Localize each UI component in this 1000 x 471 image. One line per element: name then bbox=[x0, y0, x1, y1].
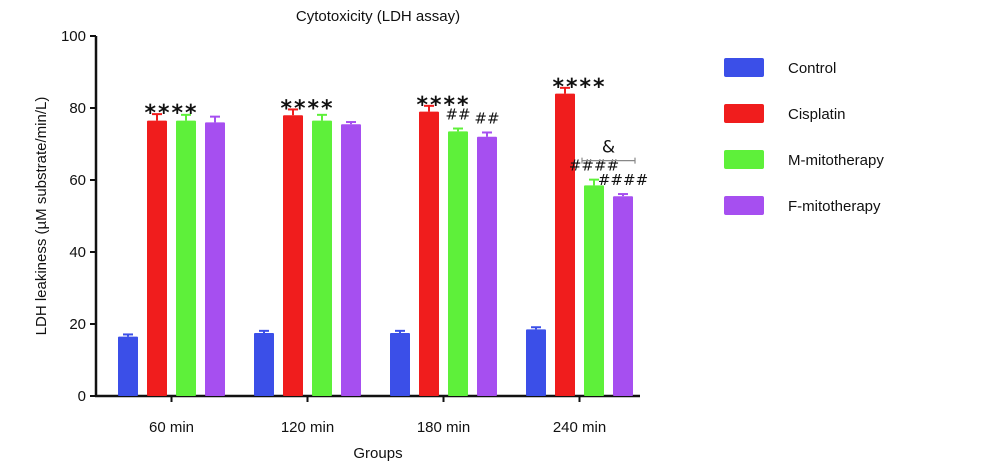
bar bbox=[477, 136, 497, 397]
bar bbox=[526, 329, 546, 396]
x-tick-label: 120 min bbox=[281, 419, 334, 436]
x-axis-title: Groups bbox=[353, 445, 402, 462]
significance-annotation: ## bbox=[474, 109, 499, 127]
bar bbox=[283, 115, 303, 396]
legend-swatch bbox=[724, 150, 764, 169]
y-tick-label: 100 bbox=[61, 28, 86, 45]
bar bbox=[341, 124, 361, 396]
x-tick-label: 240 min bbox=[553, 419, 606, 436]
bar bbox=[613, 196, 633, 396]
significance-annotation: & bbox=[602, 138, 615, 158]
y-axis-title: LDH leakiness (µM substrate/min/L) bbox=[33, 97, 50, 336]
y-tick-label: 40 bbox=[69, 244, 86, 261]
bar bbox=[584, 185, 604, 396]
x-tick-label: 180 min bbox=[417, 419, 470, 436]
y-tick-label: 0 bbox=[78, 388, 86, 405]
bar bbox=[555, 93, 575, 396]
bar bbox=[147, 120, 167, 396]
significance-annotation: **** bbox=[552, 75, 606, 100]
chart-title: Cytotoxicity (LDH assay) bbox=[296, 8, 460, 25]
bar bbox=[176, 120, 196, 396]
legend-label: Cisplatin bbox=[788, 106, 846, 123]
legend-swatch bbox=[724, 196, 764, 215]
plot-area: 0 20 40 60 80 100 60 min 120 min 180 min 240 min *… bbox=[61, 28, 648, 436]
significance-annotation: **** bbox=[144, 101, 198, 126]
significance-annotation: **** bbox=[280, 96, 334, 121]
x-tick-label: 60 min bbox=[149, 419, 194, 436]
y-tick-label: 60 bbox=[69, 172, 86, 189]
bar bbox=[312, 120, 332, 396]
significance-annotation: **** bbox=[416, 93, 470, 118]
bar bbox=[419, 111, 439, 396]
bar bbox=[448, 131, 468, 396]
y-tick-label: 20 bbox=[69, 316, 86, 333]
bar bbox=[390, 333, 410, 396]
significance-annotation: ## bbox=[445, 106, 470, 124]
bar bbox=[254, 333, 274, 396]
legend-swatch bbox=[724, 104, 764, 123]
y-tick-label: 80 bbox=[69, 100, 86, 117]
legend: Control Cisplatin M-mitotherapy F-mitothera… bbox=[724, 58, 884, 215]
legend-label: M-mitotherapy bbox=[788, 152, 884, 169]
legend-label: F-mitotherapy bbox=[788, 198, 881, 215]
bar bbox=[205, 122, 225, 397]
legend-swatch bbox=[724, 58, 764, 77]
bar bbox=[118, 336, 138, 396]
legend-label: Control bbox=[788, 60, 836, 77]
significance-annotation: #### bbox=[598, 171, 648, 189]
